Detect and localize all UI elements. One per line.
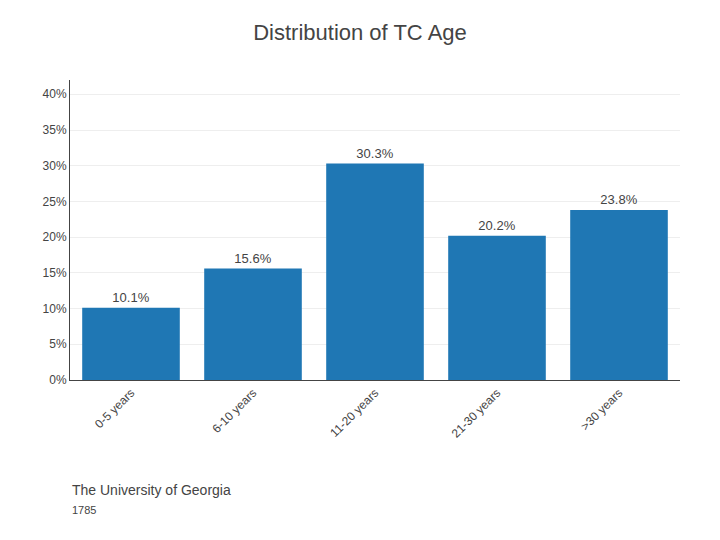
svg-text:35%: 35% — [43, 123, 67, 137]
svg-text:Distribution of TC Age: Distribution of TC Age — [253, 20, 467, 45]
svg-text:0%: 0% — [49, 373, 67, 387]
svg-text:40%: 40% — [43, 87, 67, 101]
svg-text:0-5 years: 0-5 years — [92, 386, 137, 431]
svg-text:5%: 5% — [49, 337, 67, 351]
svg-text:The University of Georgia: The University of Georgia — [72, 482, 231, 498]
svg-text:1785: 1785 — [72, 504, 96, 516]
svg-text:30.3%: 30.3% — [356, 146, 393, 161]
svg-text:25%: 25% — [43, 195, 67, 209]
svg-text:>30 years: >30 years — [578, 386, 625, 433]
svg-text:10.1%: 10.1% — [112, 290, 149, 305]
svg-text:30%: 30% — [43, 159, 67, 173]
svg-text:15%: 15% — [43, 266, 67, 280]
svg-text:20.2%: 20.2% — [478, 218, 515, 233]
svg-text:11-20 years: 11-20 years — [327, 386, 381, 440]
svg-text:23.8%: 23.8% — [600, 192, 637, 207]
svg-text:21-30 years: 21-30 years — [449, 386, 504, 441]
svg-text:10%: 10% — [43, 302, 67, 316]
svg-text:20%: 20% — [43, 230, 67, 244]
svg-text:15.6%: 15.6% — [234, 251, 271, 266]
svg-text:6-10 years: 6-10 years — [209, 386, 259, 436]
